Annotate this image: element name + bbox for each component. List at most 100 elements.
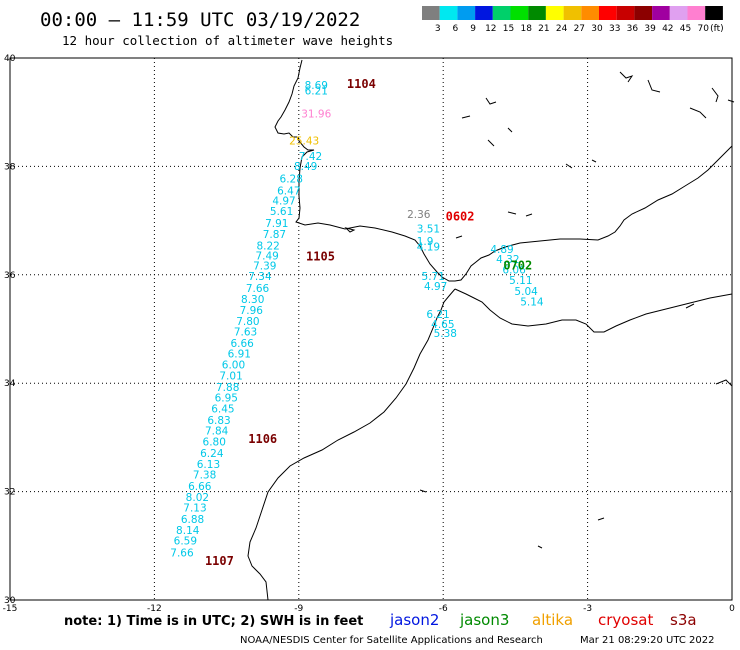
lon-tick-label: -12 <box>147 604 162 614</box>
wave-height-label: 7.01 <box>219 370 242 382</box>
wave-height-label: 7.88 <box>216 382 239 394</box>
wave-height-label: 7.38 <box>193 470 216 482</box>
legend-swatch <box>545 6 564 20</box>
lat-tick-label: 36 <box>4 271 16 281</box>
wave-height-label: 6.06 <box>502 265 526 277</box>
lat-tick-label: 40 <box>4 54 16 64</box>
lat-tick-label: 32 <box>4 488 15 498</box>
legend-swatch <box>510 6 529 20</box>
wave-height-label: 6.83 <box>207 415 230 427</box>
wave-height-label: 6.80 <box>203 437 226 449</box>
pass-label: 1106 <box>248 432 277 446</box>
legend-label: 9 <box>470 24 476 34</box>
wave-height-label: 8.02 <box>186 492 209 504</box>
lat-tick-label: 38 <box>4 162 16 172</box>
credit-line: NOAA/NESDIS Center for Satellite Applica… <box>240 635 543 646</box>
wave-height-label: 6.66 <box>230 338 254 350</box>
wave-height-label: 6.13 <box>197 459 220 471</box>
wave-height-label: 8.49 <box>294 161 317 173</box>
satellite-label: altika <box>532 611 573 629</box>
wave-height-label: 8.69 <box>305 80 328 92</box>
lon-tick-label: 0 <box>729 604 735 614</box>
wave-height-label: 4.65 <box>431 319 454 331</box>
pass-label: 0602 <box>446 210 475 224</box>
wave-height-label: 7.84 <box>205 426 229 438</box>
observation-labels: 8.696.2131.9625.437.428.496.286.474.975.… <box>170 80 544 560</box>
satellite-label: jason3 <box>459 611 509 629</box>
wave-height-label: 3.51 <box>417 224 440 236</box>
wave-height-label: 7.80 <box>236 316 259 328</box>
pass-label: 1105 <box>306 250 335 264</box>
legend-label: 30 <box>591 24 603 34</box>
lon-tick-label: -3 <box>583 604 592 614</box>
wave-height-label: 6.45 <box>211 403 234 415</box>
satellite-label: jason2 <box>389 611 439 629</box>
wave-height-label: 1.9 <box>417 236 434 248</box>
wave-height-label: 5.61 <box>270 206 293 218</box>
satellite-label: s3a <box>670 611 697 629</box>
legend-label: 39 <box>644 24 656 34</box>
legend-label: 42 <box>662 24 673 34</box>
wave-height-label: 6.59 <box>174 536 197 548</box>
lon-tick-label: -9 <box>294 604 303 614</box>
wave-height-label: 5.14 <box>520 297 544 309</box>
legend-swatch <box>581 6 599 20</box>
wave-height-label: 6.28 <box>280 174 303 186</box>
wave-height-label: 31.96 <box>301 109 331 121</box>
timestamp: Mar 21 08:29:20 UTC 2022 <box>580 635 715 646</box>
legend-swatch <box>599 6 617 20</box>
pass-label: 1107 <box>205 554 234 568</box>
legend-swatch <box>439 6 458 20</box>
wave-height-label: 6.91 <box>228 349 251 361</box>
legend-label: 3 <box>435 24 441 34</box>
wave-height-label: 8.30 <box>241 294 264 306</box>
wave-height-label: 6.21 <box>305 85 328 97</box>
wave-height-label: 6.00 <box>222 360 245 372</box>
color-legend: 3 6 9 12 15 18 21 24 27 30 33 36 39 42 45 70 (ft) <box>422 6 724 34</box>
legend-label: 12 <box>485 24 496 34</box>
wave-height-label: 2.36 <box>407 209 431 221</box>
wave-height-label: 5.38 <box>434 328 457 340</box>
legend-swatch <box>475 6 493 20</box>
wave-height-label: 6.95 <box>215 393 238 405</box>
wave-height-label: 7.13 <box>183 503 206 515</box>
wave-height-label: 7.63 <box>234 327 257 339</box>
legend-swatch <box>422 6 440 20</box>
legend-swatch <box>705 6 723 20</box>
legend-label: 21 <box>538 24 549 34</box>
wave-height-label: 4.89 <box>490 244 513 256</box>
legend-swatch <box>669 6 688 20</box>
legend-label: 15 <box>503 24 514 34</box>
legend-swatch <box>687 6 706 20</box>
pass-label: 0702 <box>503 258 532 272</box>
wave-height-label: 25.43 <box>289 136 319 148</box>
wave-height-label: 5.71 <box>422 271 445 283</box>
wave-height-label: 6.24 <box>200 448 224 460</box>
wave-height-label: 8.22 <box>256 240 279 252</box>
wave-height-label: 4.32 <box>496 254 519 266</box>
legend-swatch <box>563 6 582 20</box>
wave-height-label: 7.96 <box>240 305 264 317</box>
map-title: 00:00 – 11:59 UTC 03/19/2022 <box>40 9 360 31</box>
wave-height-label: 7.49 <box>255 251 278 263</box>
wave-height-label: 5.11 <box>509 275 532 287</box>
wave-height-label: 6.88 <box>181 514 204 526</box>
legend-label: 24 <box>556 24 568 34</box>
coastline <box>247 59 735 601</box>
legend-swatch <box>634 6 653 20</box>
pass-label: 1104 <box>347 77 376 91</box>
wave-height-label: 7.39 <box>253 260 276 272</box>
legend-label: 70 <box>697 24 709 34</box>
wave-height-label: 7.42 <box>299 151 322 163</box>
footer-note: note: 1) Time is in UTC; 2) SWH is in fe… <box>64 614 363 629</box>
legend-label: 6 <box>453 24 459 34</box>
lat-tick-label: 30 <box>4 596 16 606</box>
satellite-legend: jason2 jason3 altika cryosat s3a <box>389 611 697 629</box>
wave-height-label: 7.34 <box>248 271 272 283</box>
satellite-label: cryosat <box>598 611 653 629</box>
legend-swatch <box>616 6 635 20</box>
wave-height-label: 4.97 <box>272 195 295 207</box>
legend-label: 45 <box>680 24 691 34</box>
legend-swatch <box>528 6 546 20</box>
legend-unit: (ft) <box>710 24 724 34</box>
